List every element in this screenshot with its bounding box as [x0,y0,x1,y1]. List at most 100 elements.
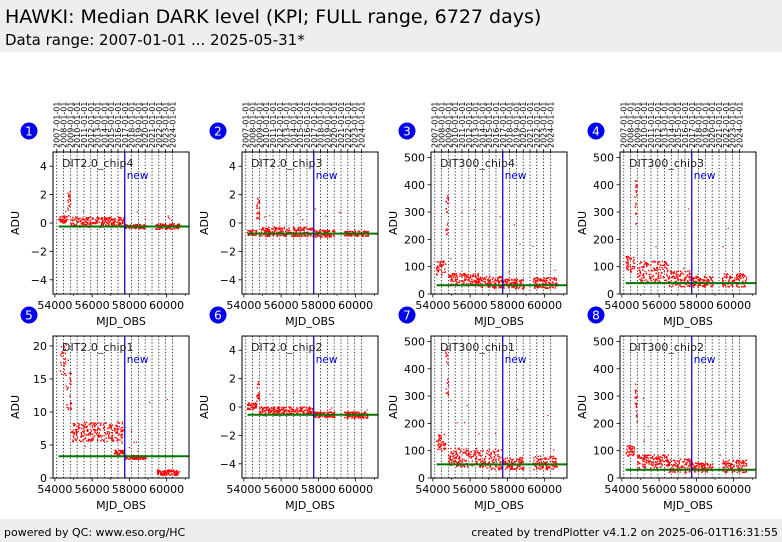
year-tick-label: 2024-01-01 [546,102,555,149]
data-point [318,231,320,234]
data-point [122,220,124,222]
panel-number-badge [20,306,38,324]
data-point [67,201,70,203]
year-tick-label: 2013-01-01 [661,102,670,149]
data-point [546,468,548,471]
data-point [443,448,445,450]
year-tick-label: 2024-01-01 [735,102,744,149]
data-point [509,467,511,469]
data-point [139,458,141,460]
data-point [672,459,675,462]
year-tick-label: 2007-01-01 [431,102,440,149]
data-point [737,459,740,462]
chart-panel-1: 1 2007-01-012008-01-012009-01-012010-01-0… [9,101,190,328]
data-point [458,447,460,449]
data-point [251,405,254,408]
data-point [325,235,327,237]
data-point [178,224,181,226]
data-point [436,440,438,442]
data-point [735,461,737,463]
data-point [114,452,116,455]
data-point [553,449,555,451]
data-point [474,454,476,456]
data-point [627,258,629,260]
data-point [504,458,506,460]
data-point [699,462,701,465]
data-point [680,285,683,288]
data-point [744,471,746,473]
data-point [672,467,674,469]
data-point [69,395,71,398]
panel-title: DIT2.0_chip4 [62,157,133,170]
data-point [119,449,121,451]
data-point [176,472,179,474]
data-point [709,276,711,278]
data-point [64,363,66,365]
data-point [95,422,97,424]
data-point [645,459,647,462]
data-point [511,467,513,469]
data-point [632,454,635,456]
data-point [157,472,159,474]
data-point [324,234,326,236]
data-point [463,280,465,282]
year-tick-label: 2010-01-01 [640,102,649,149]
y-tick-label: 0 [229,217,236,230]
data-point [59,354,62,356]
data-point [670,272,672,275]
year-tick-label: 2016-01-01 [492,101,501,148]
data-point [553,457,555,459]
data-point [127,457,130,460]
data-point [269,235,271,237]
y-tick-label: 200 [404,417,425,430]
data-point [105,437,107,439]
data-point [315,412,318,414]
data-point [728,459,730,462]
data-point [664,454,666,457]
data-point [640,279,642,281]
data-point [645,279,647,281]
data-point [684,277,686,280]
data-point [725,463,727,465]
data-point [144,458,146,460]
data-point [72,439,74,441]
data-point [119,223,121,225]
data-point [361,412,363,414]
data-point [301,228,304,230]
data-point [535,280,537,282]
data-point [676,465,678,467]
data-point [449,458,452,461]
data-point [358,416,361,419]
data-point [63,362,65,364]
data-point [484,462,486,464]
data-point [109,217,111,219]
data-point [545,277,547,280]
data-point [476,461,478,464]
year-tick-label: 2024-01-01 [168,102,177,149]
x-tick-label: 56000 [264,483,299,496]
data-point [118,224,120,226]
data-point [90,440,93,442]
data-point [738,471,741,473]
data-point [134,224,137,226]
data-point [353,231,356,234]
data-point [73,422,75,425]
data-point [677,460,679,463]
data-point [507,285,510,288]
data-point [672,275,674,278]
year-tick-label: 2019-01-01 [512,102,521,149]
data-point [626,265,628,267]
data-point [107,427,109,430]
data-point [176,474,179,476]
data-point [365,230,367,233]
data-point [493,287,496,290]
data-point [465,447,467,450]
data-point [448,462,451,464]
data-point [356,415,358,418]
data-point [60,364,63,366]
data-point [289,410,291,413]
data-point [91,426,94,429]
plot-grid: 1 2007-01-012008-01-012009-01-012010-01-0… [9,101,757,512]
data-point [455,279,457,281]
data-point [92,436,94,438]
